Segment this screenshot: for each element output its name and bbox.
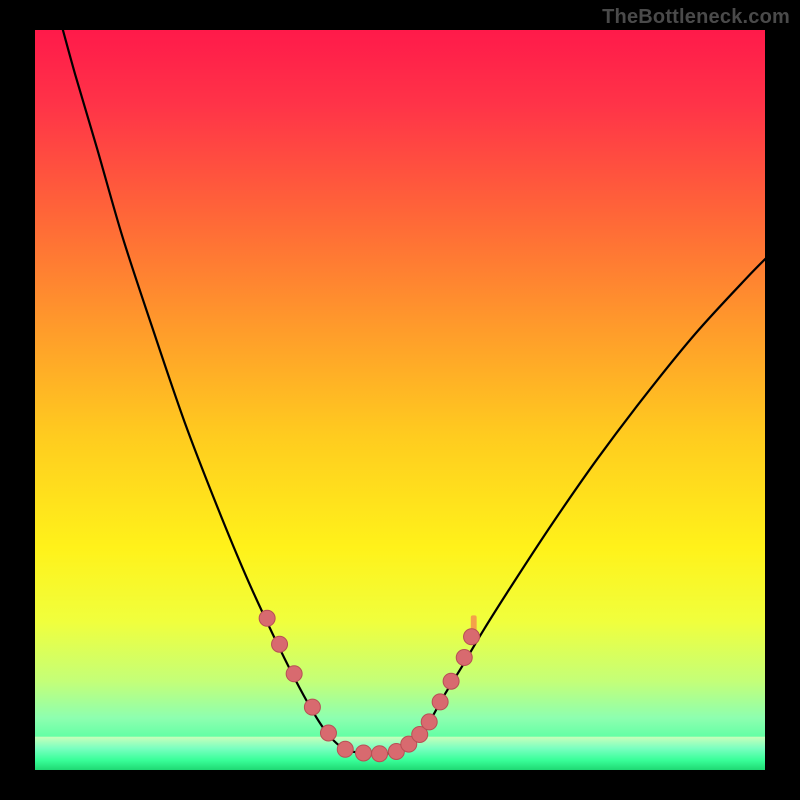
data-marker (337, 741, 353, 757)
bottleneck-curve-chart (0, 0, 800, 800)
data-marker (464, 629, 480, 645)
data-marker (272, 636, 288, 652)
watermark-text: TheBottleneck.com (602, 6, 790, 29)
data-marker (443, 673, 459, 689)
data-marker (304, 699, 320, 715)
data-marker (432, 694, 448, 710)
data-marker (259, 610, 275, 626)
data-marker (286, 666, 302, 682)
data-marker (421, 714, 437, 730)
data-marker (372, 746, 388, 762)
chart-container: TheBottleneck.com (0, 0, 800, 800)
gradient-background (35, 30, 765, 770)
data-marker (320, 725, 336, 741)
data-marker (456, 650, 472, 666)
data-marker (356, 745, 372, 761)
